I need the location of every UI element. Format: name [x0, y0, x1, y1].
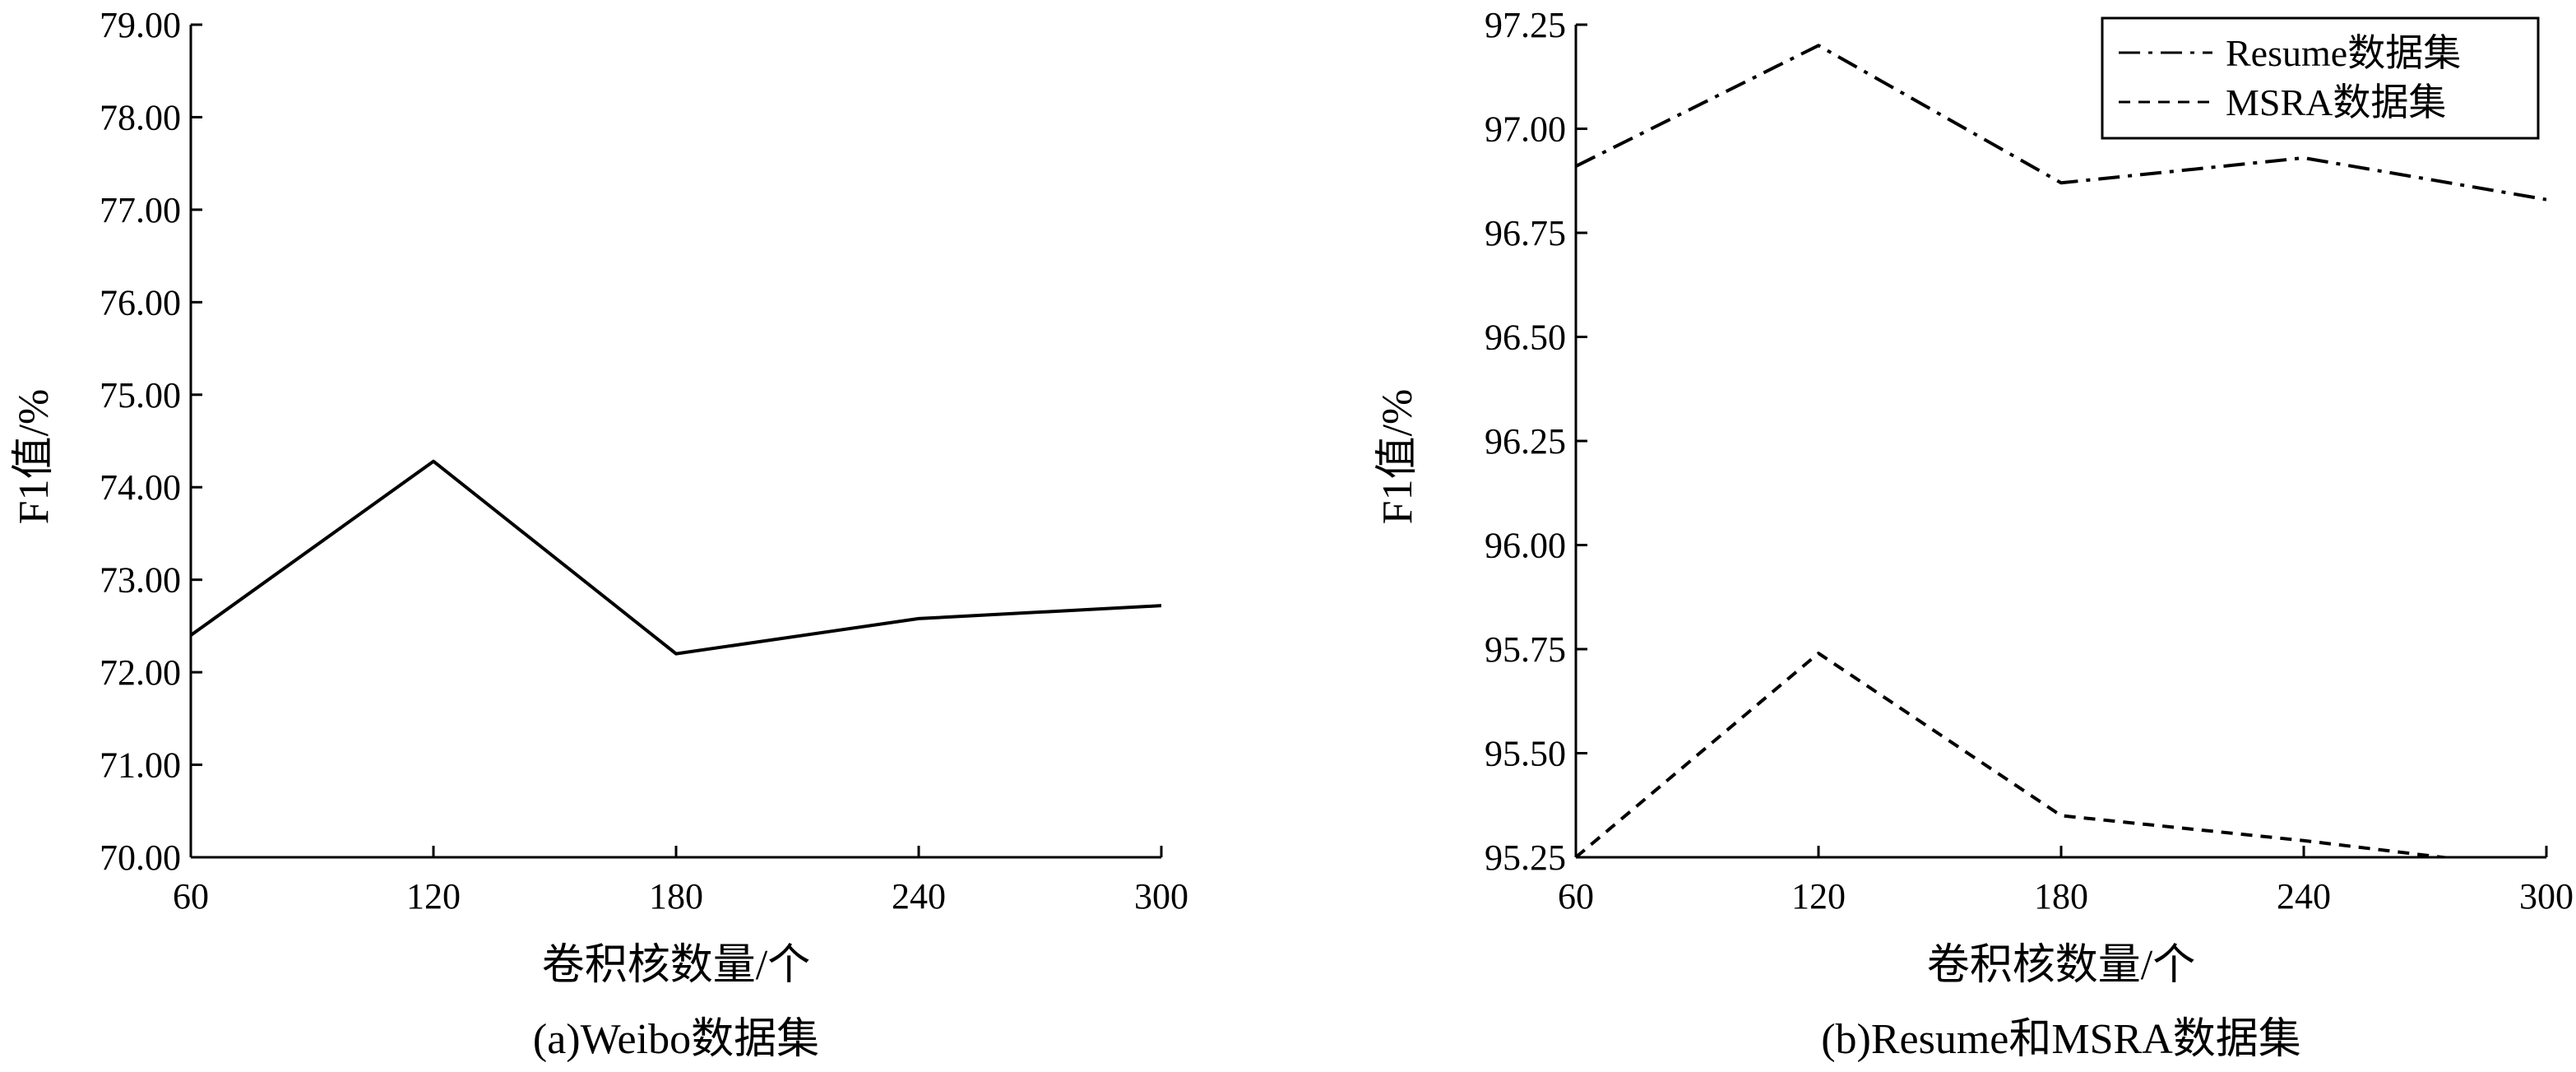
y-tick-label: 96.00 — [1485, 526, 1566, 566]
x-tick-label: 180 — [2034, 876, 2088, 917]
x-tick-label: 180 — [649, 876, 703, 917]
y-tick-label: 95.25 — [1485, 838, 1566, 878]
legend-label-msra: MSRA数据集 — [2226, 81, 2446, 123]
y-tick-label: 73.00 — [100, 560, 181, 601]
series-line-1 — [1576, 652, 2457, 857]
chart-a-ylabel: F1值/% — [11, 389, 58, 525]
y-tick-label: 79.00 — [100, 5, 181, 45]
y-tick-label: 77.00 — [100, 190, 181, 230]
series-line-0 — [191, 459, 1161, 656]
x-tick-label: 300 — [2519, 876, 2574, 917]
chart-a-lines — [191, 459, 1161, 656]
chart-b-legend: Resume数据集 MSRA数据集 — [2101, 16, 2540, 140]
y-tick-label: 97.00 — [1485, 109, 1566, 150]
chart-a-plot: 70.00 71.00 72.00 73.00 74.00 75.00 76.00 77.00… — [100, 5, 1188, 917]
y-tick-label: 95.50 — [1485, 734, 1566, 774]
y-tick-label: 72.00 — [100, 652, 181, 693]
y-tick-label: 75.00 — [100, 375, 181, 415]
y-tick-label: 76.00 — [100, 282, 181, 323]
chart-a-xlabel: 卷积核数量/个 — [542, 942, 810, 989]
legend-label-resume: Resume数据集 — [2226, 32, 2461, 74]
x-tick-label: 120 — [1791, 876, 1846, 917]
y-tick-label: 97.25 — [1485, 5, 1566, 45]
x-tick-label: 240 — [2277, 876, 2331, 917]
x-tick-label: 120 — [406, 876, 461, 917]
chart-b-lines — [1576, 44, 2546, 857]
y-tick-label: 70.00 — [100, 838, 181, 878]
series-line-0 — [1576, 44, 2546, 202]
x-tick-label: 60 — [173, 876, 209, 917]
y-tick-label: 95.75 — [1485, 629, 1566, 670]
x-tick-label: 240 — [892, 876, 946, 917]
x-tick-label: 300 — [1134, 876, 1188, 917]
y-tick-label: 96.25 — [1485, 421, 1566, 462]
chart-b-xlabel: 卷积核数量/个 — [1927, 942, 2195, 989]
chart-a: 70.00 71.00 72.00 73.00 74.00 75.00 76.00 77.00… — [11, 5, 1188, 1063]
y-tick-label: 74.00 — [100, 467, 181, 508]
chart-b-caption: (b)Resume和MSRA数据集 — [1821, 1016, 2301, 1063]
chart-b-ylabel: F1值/% — [1374, 389, 1421, 525]
y-tick-label: 96.50 — [1485, 318, 1566, 358]
legend-box — [2101, 16, 2540, 140]
y-tick-label: 71.00 — [100, 745, 181, 786]
chart-b-plot: 95.25 95.50 95.75 96.00 96.25 96.50 96.75 97.00… — [1485, 5, 2574, 917]
chart-b: 95.25 95.50 95.75 96.00 96.25 96.50 96.75 97.00… — [1374, 5, 2574, 1063]
chart-a-caption: (a)Weibo数据集 — [533, 1016, 819, 1063]
y-tick-label: 78.00 — [100, 97, 181, 137]
y-tick-label: 96.75 — [1485, 213, 1566, 253]
x-tick-label: 60 — [1558, 876, 1594, 917]
